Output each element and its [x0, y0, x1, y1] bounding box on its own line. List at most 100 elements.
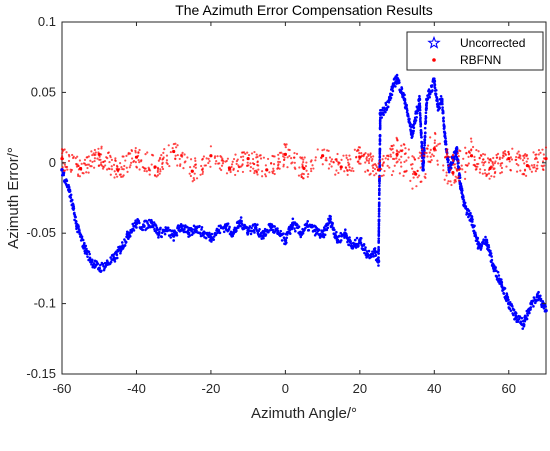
rbfnn-point	[465, 152, 468, 155]
rbfnn-point	[404, 147, 407, 150]
uncorrected-point	[544, 305, 547, 308]
uncorrected-point	[86, 255, 89, 258]
rbfnn-point	[398, 172, 401, 175]
rbfnn-point	[250, 152, 254, 155]
rbfnn-point	[172, 142, 175, 146]
uncorrected-point	[123, 238, 126, 241]
rbfnn-point	[458, 149, 461, 152]
rbfnn-point	[264, 173, 267, 176]
rbfnn-point	[508, 160, 511, 163]
rbfnn-point	[242, 158, 245, 162]
uncorrected-point	[192, 224, 196, 228]
uncorrected-point	[434, 92, 438, 96]
rbfnn-point	[382, 162, 385, 165]
rbfnn-point	[403, 143, 406, 146]
rbfnn-point	[469, 137, 473, 140]
uncorrected-point	[102, 264, 105, 268]
rbfnn-point	[199, 173, 202, 176]
rbfnn-point	[61, 150, 64, 153]
rbfnn-point	[134, 151, 137, 154]
rbfnn-point	[500, 171, 504, 174]
rbfnn-point	[446, 182, 449, 185]
rbfnn-point	[413, 158, 416, 161]
rbfnn-point	[125, 166, 128, 169]
rbfnn-point	[509, 156, 512, 159]
uncorrected-point	[285, 236, 288, 240]
uncorrected-point	[156, 228, 160, 231]
uncorrected-point	[489, 252, 493, 255]
rbfnn-point	[358, 152, 361, 155]
rbfnn-point	[118, 167, 121, 171]
rbfnn-point	[182, 167, 185, 170]
uncorrected-point	[84, 244, 88, 248]
rbfnn-point	[489, 159, 493, 162]
uncorrected-point	[514, 314, 518, 318]
uncorrected-point	[101, 262, 105, 266]
uncorrected-point	[128, 234, 132, 238]
uncorrected-point	[345, 234, 349, 238]
rbfnn-point	[290, 162, 293, 165]
rbfnn-point	[120, 165, 123, 169]
uncorrected-point	[444, 137, 447, 140]
uncorrected-point	[296, 223, 299, 227]
rbfnn-point	[348, 166, 351, 169]
rbfnn-point	[246, 151, 249, 154]
rbfnn-point	[493, 167, 496, 170]
rbfnn-point	[409, 163, 413, 166]
rbfnn-point	[356, 148, 360, 151]
rbfnn-point	[395, 152, 399, 156]
rbfnn-point	[464, 163, 467, 167]
rbfnn-point	[314, 159, 317, 162]
uncorrected-point	[512, 308, 516, 312]
y-tick-label: -0.1	[34, 296, 56, 311]
rbfnn-point	[393, 157, 396, 161]
rbfnn-point	[282, 158, 286, 162]
uncorrected-point	[113, 260, 117, 263]
rbfnn-point	[521, 159, 525, 162]
rbfnn-point	[497, 162, 500, 165]
rbfnn-point	[502, 152, 505, 155]
uncorrected-point	[359, 236, 363, 240]
uncorrected-point	[400, 90, 403, 93]
uncorrected-point	[461, 189, 464, 192]
rbfnn-point	[288, 148, 291, 152]
rbfnn-point	[417, 174, 421, 177]
uncorrected-point	[419, 128, 423, 132]
rbfnn-point	[309, 167, 313, 170]
rbfnn-point	[523, 154, 526, 157]
uncorrected-point	[207, 235, 211, 239]
uncorrected-point	[415, 111, 419, 115]
rbfnn-point	[369, 155, 373, 159]
rbfnn-point	[452, 159, 455, 163]
uncorrected-point	[364, 246, 367, 249]
rbfnn-point	[305, 161, 308, 164]
uncorrected-point	[88, 256, 92, 260]
rbfnn-point	[473, 158, 476, 162]
uncorrected-point	[218, 231, 222, 235]
rbfnn-point	[161, 165, 164, 169]
uncorrected-point	[471, 218, 474, 221]
rbfnn-point	[249, 166, 253, 169]
uncorrected-point	[509, 309, 513, 312]
rbfnn-point	[423, 151, 426, 154]
uncorrected-point	[377, 197, 381, 201]
uncorrected-point	[447, 158, 450, 162]
rbfnn-point	[367, 154, 370, 157]
rbfnn-point	[499, 164, 502, 167]
uncorrected-point	[70, 198, 74, 202]
rbfnn-point	[457, 154, 460, 158]
rbfnn-point	[314, 156, 317, 159]
rbfnn-point	[87, 171, 90, 174]
rbfnn-point	[128, 166, 131, 169]
rbfnn-point	[300, 175, 303, 178]
rbfnn-point	[116, 175, 119, 178]
uncorrected-point	[397, 79, 401, 82]
uncorrected-point	[77, 225, 80, 229]
uncorrected-point	[427, 88, 431, 91]
rbfnn-point	[345, 156, 348, 159]
uncorrected-point	[90, 258, 94, 262]
rbfnn-point	[167, 144, 170, 147]
rbfnn-point	[123, 164, 126, 168]
rbfnn-point	[433, 139, 436, 142]
rbfnn-point	[119, 162, 122, 165]
